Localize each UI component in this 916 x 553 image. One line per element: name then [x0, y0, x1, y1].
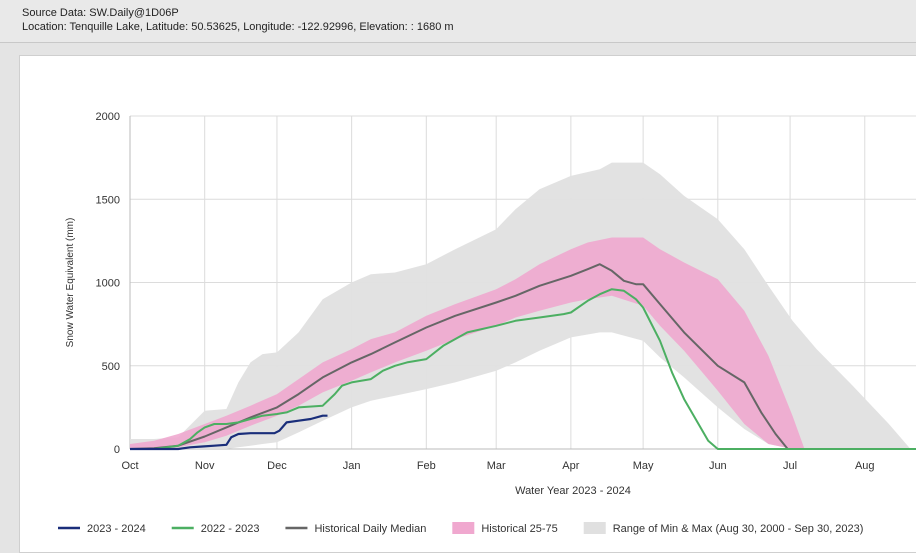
legend-label: Historical 25-75	[481, 523, 557, 535]
series-2023-2024-line	[130, 414, 328, 451]
x-tick-label: Mar	[487, 460, 506, 472]
x-tick-label: Jul	[783, 460, 797, 472]
chart-header: Source Data: SW.Daily@1D06P Location: Te…	[0, 0, 916, 43]
snow-water-chart: 0 500 1000 1500 2000 Oct Nov Dec Jan Feb Mar Apr May…	[58, 111, 916, 535]
legend-label: Range of Min & Max (Aug 30, 2000 - Sep 3…	[613, 523, 864, 535]
legend-label: Historical Daily Median	[314, 523, 426, 535]
plot-layer	[130, 162, 916, 451]
historical-25-75-band	[130, 237, 805, 449]
x-tick-label: Apr	[562, 460, 579, 472]
source-data-text: Source Data: SW.Daily@1D06P	[22, 7, 179, 19]
x-tick-label: May	[633, 460, 654, 472]
y-tick-label: 0	[114, 444, 120, 456]
y-tick-label: 1500	[96, 194, 120, 206]
location-text: Location: Tenquille Lake, Latitude: 50.5…	[22, 21, 454, 33]
legend-label: 2022 - 2023	[201, 523, 260, 535]
x-tick-label: Dec	[267, 460, 287, 472]
x-tick-label: Oct	[121, 460, 138, 472]
x-tick-label: Aug	[855, 460, 875, 472]
historical-median-line	[130, 263, 789, 450]
x-axis-title: Water Year 2023 - 2024	[515, 485, 631, 497]
x-tick-label: Jun	[709, 460, 727, 472]
series-2022-2023-line	[130, 288, 916, 450]
y-tick-label: 500	[102, 361, 120, 373]
legend: 2023 - 2024 2022 - 2023 Historical Daily M…	[58, 522, 863, 535]
x-tick-label: Feb	[417, 460, 436, 472]
legend-swatch-box	[583, 522, 606, 534]
legend-swatch-box	[452, 522, 475, 534]
chart-panel: 0 500 1000 1500 2000 Oct Nov Dec Jan Feb Mar Apr May…	[19, 55, 916, 553]
y-axis-title: Snow Water Equivalent (mm)	[65, 218, 76, 348]
x-tick-label: Nov	[195, 460, 215, 472]
y-tick-label: 2000	[96, 111, 120, 123]
x-tick-label: Jan	[343, 460, 361, 472]
y-tick-label: 1000	[96, 278, 120, 290]
legend-label: 2023 - 2024	[87, 523, 146, 535]
